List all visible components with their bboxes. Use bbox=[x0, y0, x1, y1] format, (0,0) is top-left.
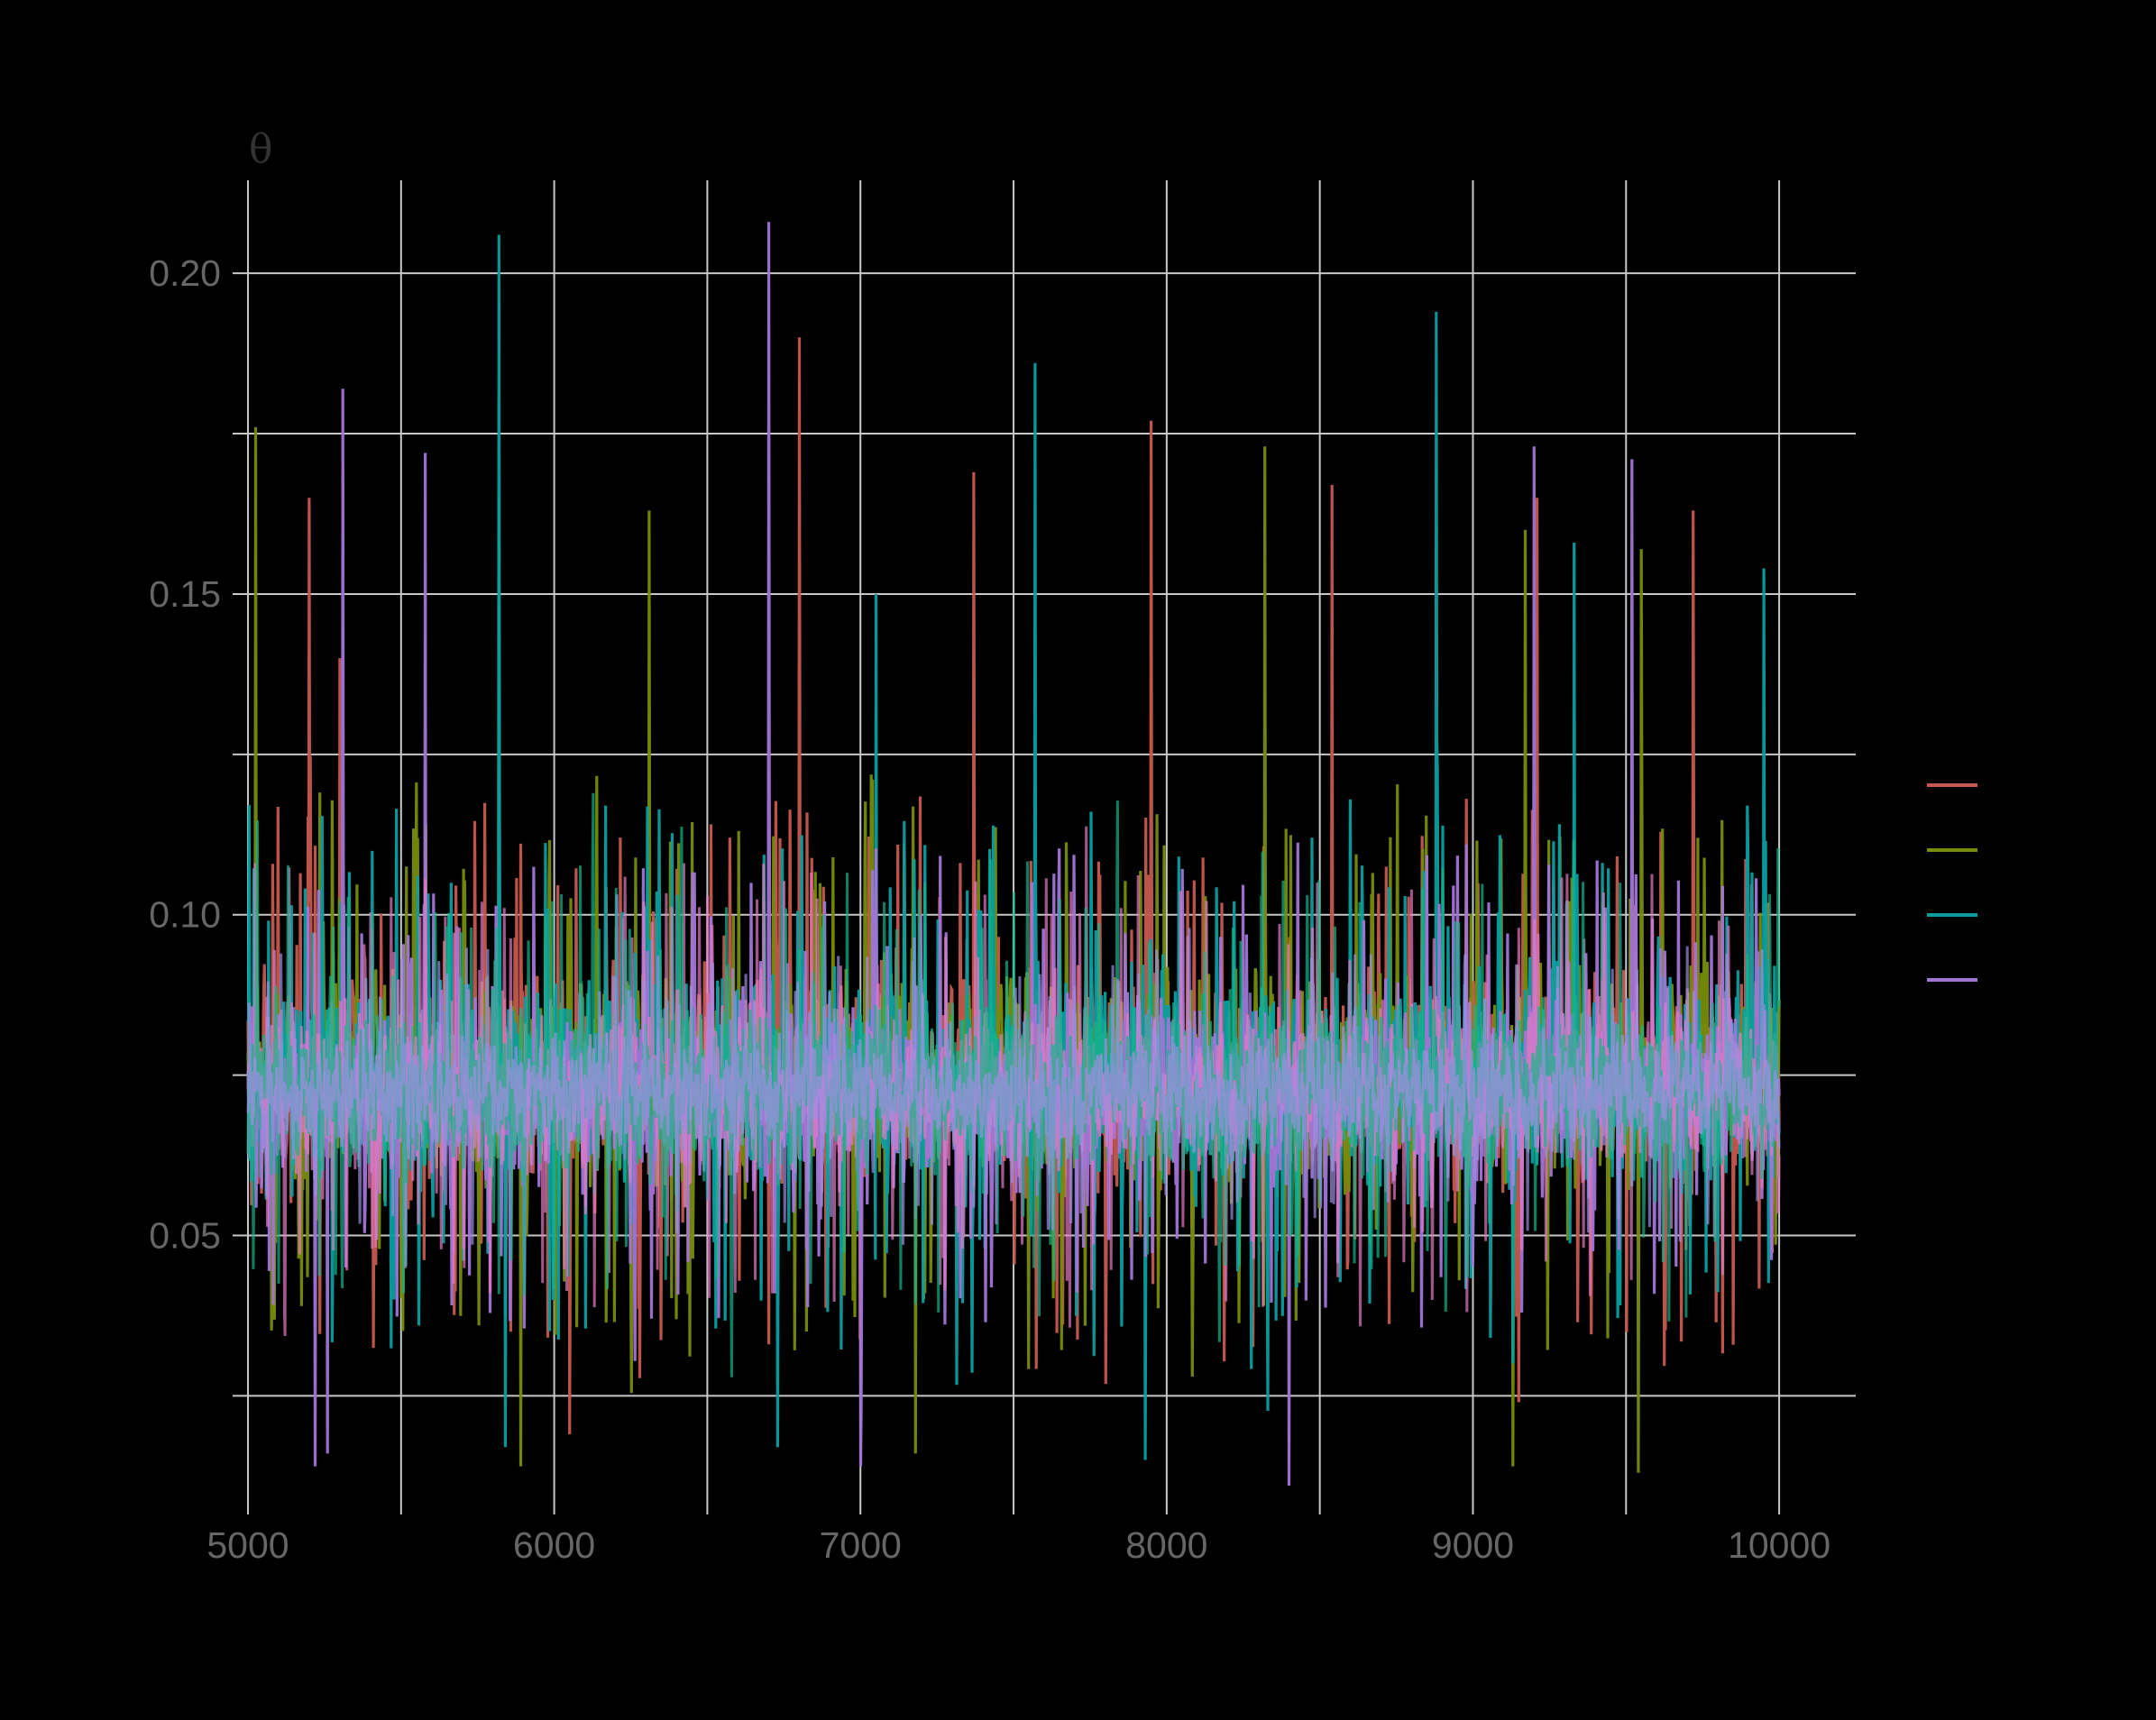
y-tick-label: 0.15 bbox=[149, 573, 221, 615]
x-tick-label: 10000 bbox=[1728, 1524, 1830, 1566]
series-layer bbox=[246, 222, 1781, 1487]
y-tick-label: 0.20 bbox=[149, 252, 221, 294]
x-tick-label: 9000 bbox=[1432, 1524, 1514, 1566]
axis-layer: 5000 6000 7000 8000 9000 10000 0.05 0.10 0.15 0.2… bbox=[149, 252, 1830, 1566]
x-tick-label: 8000 bbox=[1125, 1524, 1207, 1566]
y-tick-label: 0.05 bbox=[149, 1214, 221, 1256]
x-tick-label: 7000 bbox=[820, 1524, 902, 1566]
overlay-line-3 bbox=[246, 928, 1781, 1245]
y-tick-label: 0.10 bbox=[149, 894, 221, 936]
x-tick-label: 6000 bbox=[513, 1524, 595, 1566]
y-axis-label: θ bbox=[249, 126, 273, 172]
x-tick-label: 5000 bbox=[206, 1524, 289, 1566]
legend bbox=[1927, 783, 1977, 982]
